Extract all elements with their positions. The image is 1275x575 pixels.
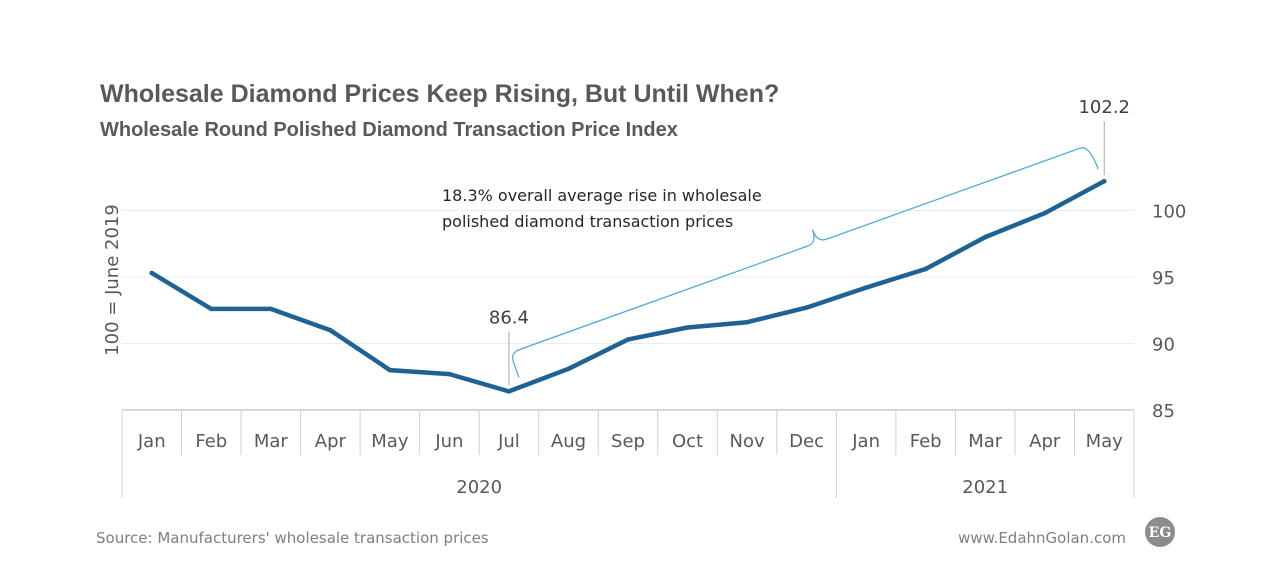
- x-tick-label: Dec: [789, 431, 824, 452]
- logo-text: EG: [1149, 525, 1172, 541]
- source-note: Source: Manufacturers' wholesale transac…: [96, 529, 489, 547]
- x-tick-label: Sep: [611, 431, 645, 452]
- data-point: [328, 327, 333, 333]
- year-group-label: 2021: [962, 477, 1008, 498]
- data-point: [506, 389, 512, 394]
- logo-badge-icon: [1145, 517, 1175, 547]
- data-point: [1042, 210, 1048, 216]
- x-tick-label: Jan: [137, 431, 166, 452]
- data-point: [744, 319, 750, 325]
- data-point: [685, 325, 690, 330]
- x-tick-label: Apr: [315, 431, 347, 452]
- y-tick-label: 85: [1152, 401, 1175, 422]
- data-point: [149, 270, 155, 276]
- x-tick-label: May: [1086, 431, 1124, 452]
- x-tick-label: Jan: [851, 431, 880, 452]
- y-tick-label: 100: [1152, 202, 1186, 223]
- data-label: 86.4: [489, 307, 529, 328]
- data-point: [982, 234, 988, 240]
- y-tick-label: 90: [1152, 335, 1175, 356]
- data-point: [923, 266, 928, 272]
- x-tick-label: Jun: [434, 431, 463, 452]
- data-point: [625, 337, 631, 342]
- annotation-line-1: 18.3% overall average rise in wholesale: [442, 186, 762, 205]
- rise-bracket: [512, 147, 1099, 378]
- x-tick-label: Feb: [195, 431, 227, 452]
- y-axis: 85 90 95 100: [1152, 202, 1186, 423]
- x-tick-label: Aug: [551, 431, 586, 452]
- data-point: [387, 367, 393, 373]
- gridlines: [122, 210, 1134, 344]
- x-tick-label: Mar: [254, 431, 289, 452]
- y-tick-label: 95: [1152, 268, 1175, 289]
- data-label: 102.2: [1078, 97, 1130, 118]
- chart-title: Wholesale Diamond Prices Keep Rising, Bu…: [100, 80, 779, 108]
- x-tick-label: Jul: [497, 431, 520, 452]
- x-axis: Jan Feb Mar Apr May Jun Jul Aug Sep Oct Nov Dec Jan F…: [121, 409, 1135, 498]
- series-group: [149, 178, 1107, 394]
- x-tick-label: Feb: [910, 431, 942, 452]
- year-group-label: 2020: [456, 477, 502, 498]
- x-tick-label: Oct: [672, 431, 703, 452]
- annotation-line-2: polished diamond transaction prices: [442, 212, 733, 231]
- data-point: [447, 371, 452, 377]
- annotation-group: 18.3% overall average rise in wholesale …: [442, 147, 1099, 378]
- chart-subtitle: Wholesale Round Polished Diamond Transac…: [100, 119, 678, 141]
- data-point: [804, 305, 809, 310]
- x-tick-label: Nov: [729, 431, 764, 452]
- eg-logo: EG: [1145, 517, 1175, 547]
- website-link[interactable]: www.EdahnGolan.com: [958, 529, 1126, 547]
- data-point: [268, 306, 274, 312]
- x-tick-label: Apr: [1029, 431, 1061, 452]
- data-point: [1101, 178, 1107, 184]
- x-tick-label: May: [371, 431, 409, 452]
- data-labels: 86.4 102.2: [489, 97, 1130, 386]
- data-point: [208, 306, 214, 312]
- data-point: [566, 366, 571, 372]
- y-axis-title: 100 = June 2019: [102, 204, 123, 356]
- data-point: [863, 285, 869, 290]
- x-tick-label: Mar: [968, 431, 1003, 452]
